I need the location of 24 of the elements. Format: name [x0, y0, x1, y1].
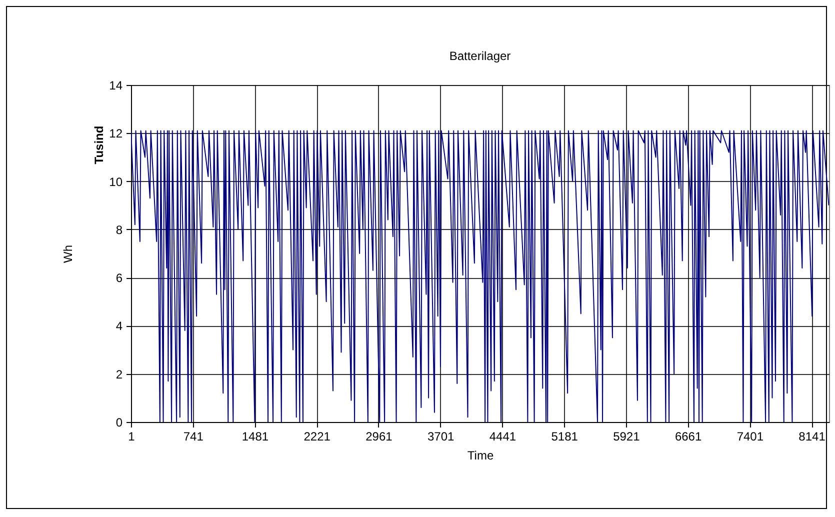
x-tick-label: 1481 [242, 430, 269, 444]
x-tick-label: 741 [183, 430, 204, 444]
y-tick-label: 2 [116, 367, 123, 382]
y-tick-label: 12 [109, 126, 123, 141]
y-tick-label: 10 [109, 174, 123, 189]
x-tick-label: 5181 [551, 430, 578, 444]
y-tick-label: 4 [116, 319, 123, 334]
x-tick-label: 4441 [489, 430, 516, 444]
x-tick-label: 7401 [736, 430, 764, 444]
y-tick-label: 14 [109, 78, 123, 92]
text: Tusind [92, 126, 106, 164]
y-tick-label: 6 [116, 271, 123, 286]
y-tick-label: 0 [116, 416, 123, 430]
chart-title: Batterilager [449, 49, 511, 63]
y-tick-label: 8 [116, 222, 123, 237]
x-tick-label: 6661 [674, 430, 702, 444]
x-tick-label: 3701 [427, 430, 454, 444]
x-tick-label: 2961 [366, 430, 393, 444]
x-tick-label: 8141 [798, 430, 826, 444]
y-axis-title: Wh [61, 245, 76, 263]
x-tick-label: 1 [128, 430, 136, 444]
x-axis-title: Time [467, 448, 494, 462]
x-tick-label: 5921 [613, 430, 640, 444]
x-tick-label: 2221 [304, 430, 331, 444]
